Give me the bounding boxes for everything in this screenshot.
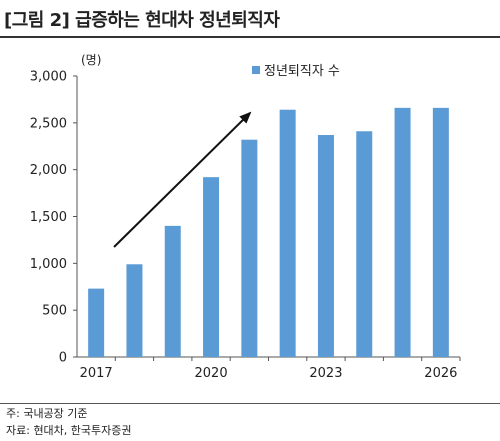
footer-divider <box>0 403 500 404</box>
legend-label: 정년퇴직자 수 <box>264 64 340 79</box>
y-unit-label: (명) <box>81 53 101 67</box>
x-tick-label: 2023 <box>309 366 342 381</box>
source-note: 자료: 현대차, 한국투자증권 <box>6 424 132 437</box>
bar <box>356 131 373 357</box>
figure-title: [그림 2] 급증하는 현대차 정년퇴직자 <box>4 10 280 31</box>
bar <box>432 107 449 357</box>
x-tick-label: 2020 <box>195 366 228 381</box>
bar <box>126 264 143 357</box>
footnote: 주: 국내공장 기준 <box>6 407 88 420</box>
bar <box>241 139 258 357</box>
bar <box>394 107 411 357</box>
y-tick-label: 0 <box>59 351 67 366</box>
y-tick-label: 1,000 <box>30 257 67 272</box>
bar <box>88 288 105 357</box>
bar <box>203 177 220 357</box>
y-tick-label: 500 <box>42 304 67 319</box>
x-tick-label: 2026 <box>424 366 457 381</box>
x-tick-label: 2017 <box>80 366 113 381</box>
y-tick-label: 2,000 <box>30 163 67 178</box>
bar <box>164 225 181 357</box>
y-tick-label: 3,000 <box>30 70 67 85</box>
y-tick-label: 2,500 <box>30 116 67 131</box>
bar <box>279 109 296 357</box>
title-divider <box>0 36 500 38</box>
legend-swatch <box>252 66 260 74</box>
chart-container: 0 500 1,000 1,500 2,000 2,500 3,000 (명) 2017 2020… <box>0 40 500 402</box>
trend-arrow <box>113 111 252 248</box>
bar-chart: 0 500 1,000 1,500 2,000 2,500 3,000 (명) 2017 2020… <box>30 53 461 381</box>
bar <box>317 135 334 357</box>
y-tick-label: 1,500 <box>30 210 67 225</box>
